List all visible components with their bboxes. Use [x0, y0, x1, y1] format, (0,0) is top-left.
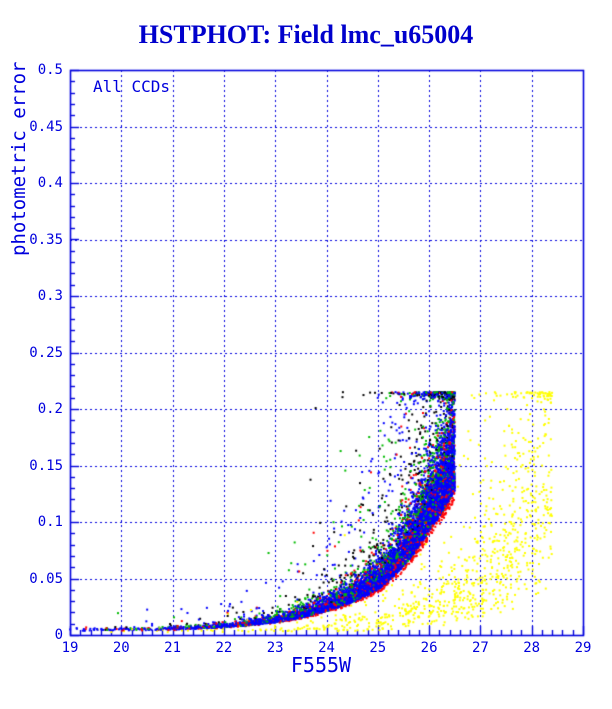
ccd-annotation: All CCDs — [93, 77, 171, 96]
y-axis-label: photometric error — [8, 61, 30, 256]
chart-title: HSTPHOT: Field lmc_u65004 — [138, 20, 474, 49]
x-axis-label: F555W — [290, 653, 352, 677]
